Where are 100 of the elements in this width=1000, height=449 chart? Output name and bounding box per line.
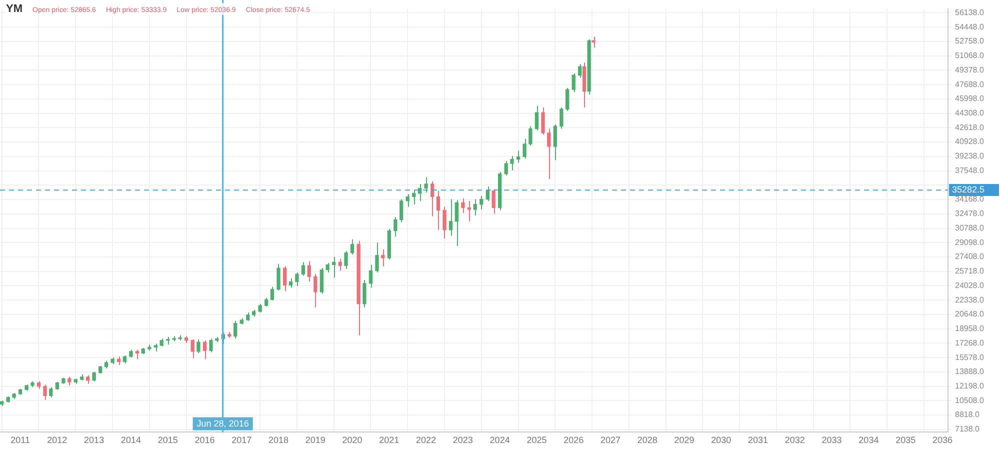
y-tick-label: 49378.0 — [955, 65, 984, 74]
y-tick-label: 22338.0 — [955, 295, 984, 304]
ref-line-label: Jun 28, 2016 — [196, 418, 249, 429]
candlestick — [406, 194, 410, 208]
candlestick — [307, 260, 311, 282]
x-tick-label: 2014 — [120, 435, 141, 446]
candlestick — [461, 198, 465, 214]
y-tick-label: 15578.0 — [955, 352, 984, 362]
candlestick — [282, 266, 287, 292]
y-tick-label: 51068.0 — [955, 51, 984, 60]
candlestick — [288, 278, 292, 288]
candlestick — [295, 272, 299, 286]
candlestick — [394, 216, 398, 238]
y-tick-label: 8818.0 — [955, 410, 980, 420]
y-tick-label: 34168.0 — [955, 194, 984, 204]
candlestick — [49, 386, 53, 398]
candlestick — [209, 338, 213, 353]
y-tick-label: 39238.0 — [955, 152, 984, 161]
x-tick-label: 2022 — [416, 435, 436, 446]
x-tick-label: 2032 — [784, 435, 805, 446]
x-tick-label: 2012 — [47, 435, 68, 446]
candlestick — [547, 128, 551, 180]
x-tick-label: 2035 — [896, 435, 916, 446]
candlestick — [320, 268, 324, 294]
candlestick — [276, 263, 280, 291]
x-tick-label: 2016 — [194, 435, 215, 446]
y-tick-label: 20648.0 — [955, 310, 984, 319]
candlestick — [534, 105, 539, 131]
y-tick-label: 24028.0 — [955, 280, 984, 290]
candlestick — [314, 274, 318, 308]
y-tick-label: 29098.0 — [955, 238, 984, 247]
candlestick — [442, 206, 446, 239]
x-tick-label: 2015 — [158, 435, 178, 446]
x-tick-label: 2033 — [822, 435, 842, 446]
y-tick-label: 17268.0 — [955, 338, 984, 348]
y-tick-label: 56138.0 — [955, 8, 984, 17]
candlestick — [202, 340, 207, 360]
x-tick-label: 2023 — [452, 435, 473, 446]
candlestick — [492, 188, 496, 214]
candlestick — [467, 200, 472, 222]
candlestick — [572, 72, 576, 93]
candlestick — [412, 189, 416, 205]
candlestick — [565, 87, 570, 112]
x-tick-label: 2020 — [342, 435, 362, 446]
y-tick-label: 27408.0 — [955, 252, 984, 262]
x-tick-label: 2019 — [305, 435, 326, 446]
candlestick — [196, 339, 200, 354]
x-tick-label: 2025 — [526, 435, 547, 446]
x-tick-label: 2026 — [564, 435, 584, 446]
candlestick — [578, 64, 582, 78]
y-tick-label: 13888.0 — [955, 367, 984, 376]
x-tick-label: 2017 — [232, 435, 252, 446]
y-tick-label: 12198.0 — [955, 382, 984, 391]
x-tick-label: 2029 — [674, 435, 694, 446]
candlestick — [504, 160, 508, 176]
x-tick-label: 2013 — [84, 435, 104, 446]
candlestick — [350, 238, 354, 256]
x-tick-label: 2027 — [600, 435, 620, 446]
candlestick — [43, 384, 47, 400]
y-tick-label: 32478.0 — [955, 209, 984, 218]
candlestick — [541, 106, 545, 136]
candlestick — [436, 190, 440, 230]
x-tick-label: 2031 — [748, 435, 768, 446]
y-tick-label: 54448.0 — [955, 22, 984, 32]
candlestick — [301, 262, 306, 276]
y-tick-label: 42618.0 — [955, 122, 984, 132]
y-tick-label: 37548.0 — [955, 166, 984, 175]
x-tick-label: 2028 — [637, 435, 658, 446]
chart-title: YM — [6, 3, 22, 15]
x-tick-label: 2018 — [268, 435, 289, 446]
y-tick-label: 47688.0 — [955, 80, 984, 89]
candlestick — [344, 250, 348, 270]
candlestick — [234, 320, 238, 340]
candlestick — [528, 126, 532, 146]
candlestick — [270, 286, 274, 301]
candlestick — [480, 195, 484, 210]
x-tick-label: 2011 — [10, 435, 30, 446]
x-tick-label: 2034 — [858, 435, 879, 446]
y-tick-label: 7138.0 — [955, 424, 980, 434]
candlestick — [362, 280, 366, 308]
candlestick — [473, 198, 477, 216]
y-tick-label: 25718.0 — [955, 266, 984, 276]
candlestick — [454, 200, 458, 247]
x-tick-label: 2030 — [711, 435, 732, 446]
y-tick-label: 52758.0 — [955, 36, 984, 46]
candlestick — [522, 138, 526, 159]
x-tick-label: 2024 — [490, 435, 510, 446]
candlestick — [510, 155, 514, 171]
x-tick-label: 2036 — [932, 435, 952, 446]
x-tick-label: 2021 — [379, 435, 400, 446]
candlestick — [190, 339, 194, 359]
candlestick — [375, 242, 379, 273]
candlestick — [430, 180, 434, 217]
candlestick — [553, 124, 557, 161]
candlestick — [368, 264, 373, 288]
candlestick — [592, 36, 596, 48]
candlestick — [338, 258, 342, 272]
candlestick — [400, 198, 404, 223]
candlestick — [448, 198, 453, 236]
y-tick-label: 40928.0 — [955, 137, 984, 146]
